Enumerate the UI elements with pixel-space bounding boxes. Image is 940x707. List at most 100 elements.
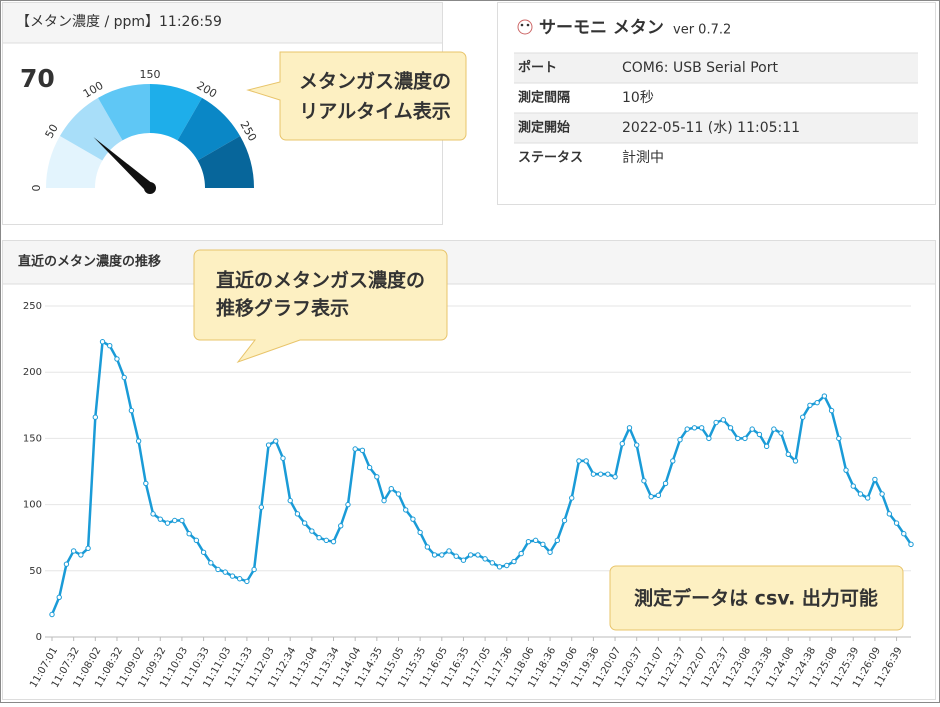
point	[229, 573, 236, 579]
point	[157, 516, 163, 522]
point	[778, 430, 784, 436]
point	[720, 417, 727, 423]
point	[403, 507, 409, 513]
callout-text: リアルタイム表示	[299, 100, 450, 123]
point	[301, 520, 308, 526]
point	[756, 431, 763, 438]
point	[467, 552, 474, 558]
callout-text: 直近のメタンガス濃度の	[216, 269, 425, 292]
point	[381, 497, 387, 504]
point	[893, 520, 900, 526]
row-value: 2022-05-11 (水) 11:05:11	[622, 120, 800, 136]
point	[309, 528, 315, 534]
point	[879, 491, 885, 497]
point	[63, 561, 70, 567]
point	[200, 549, 207, 555]
point	[605, 471, 611, 477]
chart-header: 直近のメタン濃度の推移	[18, 254, 161, 270]
row-value: 計測中	[622, 150, 664, 166]
gauge-band	[177, 97, 241, 161]
point	[836, 435, 842, 442]
point	[56, 594, 62, 600]
gauge-tick-label: 0	[30, 185, 43, 192]
gauge-header: 【メタン濃度 / ppm】11:26:59	[16, 14, 222, 30]
row-label: ステータス	[518, 151, 583, 166]
point	[482, 556, 488, 562]
point	[395, 491, 402, 497]
point	[792, 458, 799, 464]
gauge-band	[46, 136, 103, 188]
point	[323, 537, 330, 544]
panel-header	[3, 3, 442, 43]
point	[691, 425, 698, 431]
point	[330, 538, 337, 545]
y-tick-label: 50	[29, 566, 42, 577]
point	[821, 393, 828, 399]
callout-text: メタンガス濃度の	[299, 70, 451, 93]
point	[525, 538, 532, 545]
point	[576, 458, 582, 464]
point	[763, 443, 770, 450]
point	[857, 491, 864, 497]
point	[713, 419, 719, 426]
point	[316, 535, 322, 541]
point	[475, 552, 481, 558]
y-tick-label: 250	[23, 301, 42, 312]
point	[280, 455, 286, 461]
point	[597, 471, 604, 477]
point	[540, 541, 546, 548]
row-label: 測定開始	[518, 120, 570, 136]
point	[424, 544, 431, 550]
point	[648, 493, 654, 500]
point	[619, 440, 625, 447]
callout-text: 測定データは csv. 出力可能	[634, 587, 878, 610]
gauge-tick-label: 150	[140, 68, 161, 81]
point	[662, 480, 669, 487]
point	[172, 517, 178, 524]
point	[128, 407, 135, 414]
gauge-tick-label: 50	[43, 122, 61, 141]
point	[431, 552, 438, 558]
point	[236, 576, 243, 582]
app-title: サーモニ メタン	[539, 18, 664, 38]
point	[265, 442, 272, 448]
point	[518, 550, 524, 557]
point	[287, 497, 293, 504]
app-version: ver 0.7.2	[673, 23, 731, 38]
point	[273, 438, 279, 444]
point	[626, 425, 633, 431]
point	[496, 564, 503, 570]
point	[511, 558, 517, 565]
point	[338, 523, 344, 529]
point	[78, 552, 84, 558]
point	[70, 548, 77, 554]
point	[807, 402, 813, 408]
point	[814, 399, 820, 406]
point	[706, 435, 712, 442]
point	[800, 414, 806, 420]
point	[698, 425, 705, 431]
point	[345, 501, 351, 508]
point	[677, 437, 683, 443]
point	[850, 483, 856, 489]
point	[569, 495, 575, 501]
app-icon	[517, 19, 533, 35]
info-panel	[497, 2, 936, 205]
point	[294, 511, 301, 517]
row-label: ポート	[518, 60, 557, 76]
point	[872, 476, 878, 483]
gauge-band	[197, 136, 254, 188]
callout-text: 推移グラフ表示	[216, 297, 349, 320]
point	[417, 529, 423, 536]
point	[258, 504, 265, 510]
callout	[609, 565, 904, 631]
point	[749, 426, 755, 432]
point	[561, 517, 568, 524]
gauge-band	[150, 84, 202, 141]
point	[864, 495, 871, 501]
point	[359, 447, 366, 454]
gauge-hub	[144, 182, 156, 194]
point	[771, 426, 777, 432]
